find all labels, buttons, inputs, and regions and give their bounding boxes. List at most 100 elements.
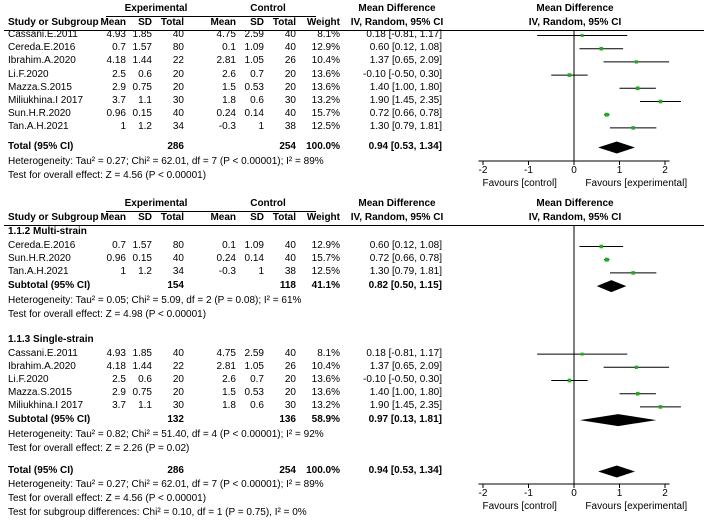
exp-mean: 0.7: [112, 42, 126, 54]
ctrl-total: 26: [284, 55, 296, 67]
ctrl-sd: 2.59: [244, 347, 264, 359]
ctrl-sd: 1.05: [244, 55, 264, 67]
exp-sd: 0.75: [132, 81, 152, 93]
ctrl-sd: 1: [258, 121, 264, 133]
header-ci-plot: IV, Random, 95% CI: [528, 17, 622, 28]
study-name: Ibrahim.A.2020: [8, 55, 76, 67]
exp-sd: 1.44: [132, 55, 152, 67]
x-tick-label: -1: [524, 165, 533, 176]
exp-mean: 4.93: [106, 29, 126, 40]
exp-total: 22: [172, 360, 184, 372]
header-sd: SD: [250, 212, 264, 223]
exp-sd: 0.6: [138, 68, 152, 80]
header-total: Total: [272, 17, 296, 28]
point-estimate-marker: [580, 34, 584, 37]
ctrl-total: 26: [284, 360, 296, 372]
study-name: Miliukhina.I 2017: [8, 400, 84, 412]
ctrl-sd: 0.6: [250, 400, 264, 412]
summary-diamond: [598, 141, 635, 154]
exp-sd: 1.2: [138, 266, 152, 278]
ctrl-total: 40: [284, 29, 296, 40]
ctrl-total: 40: [284, 42, 296, 54]
point-estimate-marker: [658, 99, 663, 104]
header-sd: SD: [138, 212, 152, 223]
ctrl-sd: 1.05: [244, 360, 264, 372]
header-rule: [220, 211, 316, 212]
point-estimate-marker: [599, 244, 604, 249]
summary-weight: 41.1%: [311, 279, 340, 291]
exp-total: 40: [172, 108, 184, 120]
ctrl-mean: 1.5: [222, 81, 236, 93]
point-estimate-marker: [604, 257, 609, 262]
point-estimate-marker: [635, 391, 640, 396]
weight: 12.9%: [311, 42, 340, 54]
ctrl-mean: 2.81: [216, 55, 236, 67]
header-rule: [220, 16, 316, 17]
ctrl-mean: 2.6: [222, 374, 236, 385]
summary-diamond: [579, 414, 657, 427]
header-total: Total: [272, 212, 296, 223]
exp-total: 40: [172, 347, 184, 359]
study-name: Cereda.E.2016: [8, 240, 76, 251]
heterogeneity-note: Heterogeneity: Tau² = 0.27; Chi² = 62.01…: [8, 479, 324, 490]
weight: 10.4%: [311, 360, 340, 372]
md-ci: 0.72 [0.66, 0.78]: [369, 253, 442, 265]
weight: 12.5%: [311, 121, 340, 133]
exp-mean: 2.5: [112, 68, 126, 80]
exp-sd: 1.85: [132, 347, 152, 359]
header-weight: Weight: [306, 212, 340, 223]
summary-label: Subtotal (95% CI): [8, 413, 91, 425]
exp-total: 34: [172, 266, 184, 278]
header-mean-difference-plot: Mean Difference: [536, 3, 614, 14]
study-name: Li.F.2020: [8, 68, 49, 80]
point-estimate-marker: [599, 46, 604, 51]
ctrl-mean: 0.1: [222, 42, 236, 54]
header-study: Study or Subgroup: [8, 212, 99, 223]
weight: 8.1%: [317, 347, 340, 359]
ctrl-mean: 1.5: [222, 387, 236, 399]
exp-mean: 3.7: [112, 95, 126, 106]
header-mean: Mean: [100, 17, 126, 28]
weight: 13.6%: [311, 68, 340, 80]
exp-total: 34: [172, 121, 184, 133]
exp-mean: 0.96: [106, 108, 126, 120]
exp-mean: 4.18: [106, 55, 126, 67]
ctrl-total: 30: [284, 95, 296, 106]
header-experimental: Experimental: [124, 3, 188, 14]
ctrl-total: 38: [284, 121, 296, 133]
header-control: Control: [250, 198, 286, 209]
study-name: Cassani.E.2011: [8, 347, 78, 359]
exp-total: 80: [172, 240, 184, 251]
study-name: Tan.A.H.2021: [8, 121, 69, 133]
header-ci-plot: IV, Random, 95% CI: [528, 212, 622, 223]
ctrl-sd: 2.59: [244, 29, 264, 40]
study-name: Sun.H.R.2020: [8, 253, 71, 265]
favours-experimental-label: Favours [experimental]: [585, 178, 688, 189]
exp-sd: 0.15: [132, 253, 152, 265]
md-ci: 0.18 [-0.81, 1.17]: [366, 347, 442, 359]
x-tick-label: 2: [662, 488, 668, 499]
weight: 12.5%: [311, 266, 340, 278]
heterogeneity-note: Heterogeneity: Tau² = 0.82; Chi² = 51.40…: [8, 428, 324, 440]
header-sd: SD: [138, 17, 152, 28]
point-estimate-marker: [635, 86, 640, 91]
ctrl-mean: 0.24: [216, 108, 236, 120]
exp-total: 20: [172, 387, 184, 399]
exp-mean: 1: [120, 121, 126, 133]
ctrl-sd: 0.53: [244, 387, 264, 399]
header-total: Total: [160, 17, 184, 28]
ctrl-sd: 0.14: [244, 108, 264, 120]
summary-exp-total: 132: [167, 413, 184, 425]
exp-total: 30: [172, 400, 184, 412]
summary-diamond: [596, 280, 627, 293]
summary-ci: 0.94 [0.53, 1.34]: [368, 141, 442, 152]
ctrl-total: 40: [284, 240, 296, 251]
md-ci: 1.37 [0.65, 2.09]: [369, 55, 442, 67]
point-estimate-marker: [634, 365, 638, 369]
ctrl-total: 40: [284, 108, 296, 120]
ctrl-total: 40: [284, 347, 296, 359]
md-ci: 1.90 [1.45, 2.35]: [369, 400, 442, 412]
md-ci: -0.10 [-0.50, 0.30]: [363, 374, 442, 385]
favours-control-label: Favours [control]: [482, 178, 557, 189]
favours-experimental-label: Favours [experimental]: [585, 501, 688, 512]
